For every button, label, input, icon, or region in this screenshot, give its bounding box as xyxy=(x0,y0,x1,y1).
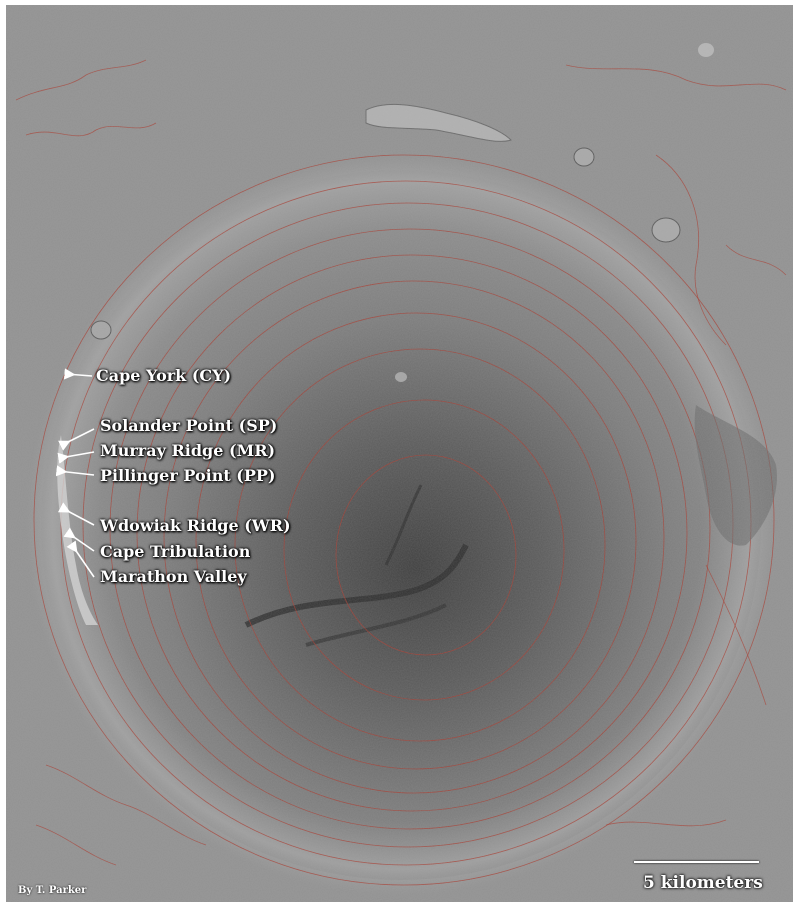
label-solander-point: Solander Point (SP) xyxy=(100,416,278,435)
label-wdowiak-ridge: Wdowiak Ridge (WR) xyxy=(100,516,291,535)
credit-text: By T. Parker xyxy=(18,885,87,896)
label-cape-tribulation: Cape Tribulation xyxy=(100,542,251,561)
terrain-image xyxy=(6,5,793,902)
label-murray-ridge: Murray Ridge (MR) xyxy=(100,441,276,460)
scale-bar xyxy=(634,861,759,863)
label-cape-york: Cape York (CY) xyxy=(96,366,232,385)
label-pillinger-point: Pillinger Point (PP) xyxy=(100,466,276,485)
label-marathon-valley: Marathon Valley xyxy=(100,567,247,586)
scale-label: 5 kilometers xyxy=(643,873,763,893)
crater-map: Cape York (CY) Solander Point (SP) Murra… xyxy=(6,5,793,902)
